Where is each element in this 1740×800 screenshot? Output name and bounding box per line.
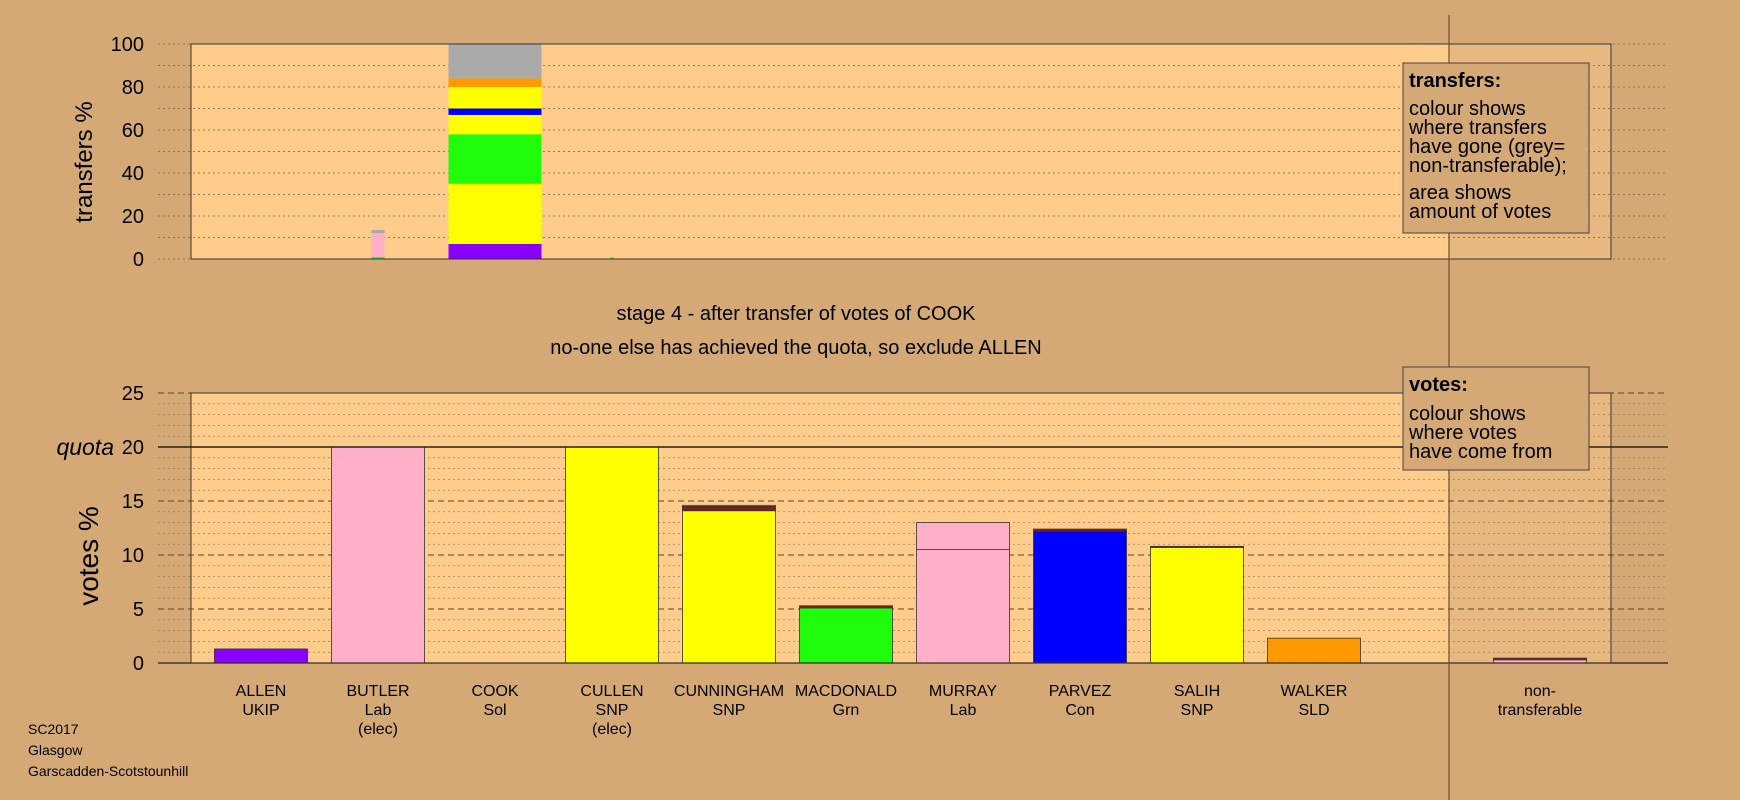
votes-plot-frame — [190, 392, 1612, 664]
votes-bars — [158, 446, 1668, 664]
candidate-label: MURRAY — [929, 683, 997, 700]
votes-bar-segment — [799, 607, 893, 664]
footer-line: Glasgow — [28, 742, 83, 758]
transfers-legend-heading: transfers: — [1409, 70, 1501, 92]
transfers-legend-line: have gone (grey= — [1409, 136, 1565, 158]
transfers-bars — [371, 44, 614, 259]
transfers-bar-segment — [448, 243, 542, 259]
transfers-bar-segment — [448, 108, 542, 115]
votes-legend-line: have come from — [1409, 441, 1552, 463]
candidate-label: PARVEZ — [1049, 683, 1112, 700]
transfers-y-tick-label: 20 — [122, 206, 144, 228]
nontransferable-label-line-2: transferable — [1498, 702, 1583, 719]
votes-y-tick-label: 25 — [122, 383, 144, 405]
transfers-bar-segment — [448, 134, 542, 184]
votes-y-tick-label: 0 — [133, 653, 144, 675]
transfers-legend-line: colour shows — [1409, 98, 1526, 120]
candidate-label: (elec) — [592, 721, 632, 738]
transfers-y-tick-label: 80 — [122, 77, 144, 99]
nontransferable-label-line-1: non- — [1524, 683, 1556, 700]
candidate-label: SLD — [1298, 702, 1329, 719]
candidate-label: SNP — [1181, 702, 1214, 719]
transfers-bar-segment — [448, 78, 542, 87]
transfers-y-tick-label: 40 — [122, 163, 144, 185]
transfers-y-ticks: 0 20 40 60 80 100 — [111, 34, 144, 271]
candidate-label: Grn — [833, 702, 860, 719]
votes-bar-segment — [916, 522, 1010, 550]
quota-label: quota — [56, 434, 114, 460]
transfers-bar-segment — [448, 114, 542, 135]
transfers-y-tick-label: 0 — [133, 249, 144, 271]
votes-y-ticks: 0 5 10 15 20 25 — [122, 383, 144, 675]
footer-line: Garscadden-Scotstounhill — [28, 763, 188, 779]
transfers-y-tick-label: 100 — [111, 34, 144, 56]
votes-bar-segment — [1493, 657, 1587, 661]
candidate-label: ALLEN — [236, 683, 287, 700]
candidate-label: Sol — [483, 702, 506, 719]
stage-subtitle: no-one else has achieved the quota, so e… — [550, 337, 1041, 359]
transfers-bar-segment — [448, 183, 542, 244]
votes-bar-segment — [1150, 545, 1244, 548]
stage-title: stage 4 - after transfer of votes of COO… — [616, 303, 976, 325]
transfers-y-tick-label: 60 — [122, 120, 144, 142]
candidate-label: SALIH — [1174, 683, 1220, 700]
votes-y-tick-label: 10 — [122, 545, 144, 567]
candidate-label: Lab — [365, 702, 392, 719]
transfers-legend-line: where transfers — [1408, 117, 1547, 139]
transfers-bar-segment — [371, 256, 385, 259]
votes-bar-segment — [682, 504, 776, 507]
votes-legend: votes: colour shows where votes have com… — [1402, 366, 1590, 471]
footer-line: SC2017 — [28, 721, 79, 737]
candidate-label: Con — [1065, 702, 1094, 719]
transfers-bar-segment — [610, 257, 614, 259]
votes-panel: 0 5 10 15 20 25 quota votes % ALLEN UKIP BUTLER… — [56, 383, 1668, 738]
votes-legend-line: colour shows — [1409, 403, 1526, 425]
transfers-plot-frame — [190, 43, 1612, 260]
candidate-label: WALKER — [1281, 683, 1348, 700]
transfers-bar-segment — [448, 44, 542, 79]
votes-bar-segment — [682, 505, 776, 512]
votes-bar-segment — [682, 510, 776, 664]
candidate-label: Lab — [950, 702, 977, 719]
votes-bar-segment — [565, 446, 659, 664]
votes-bar-segment — [331, 446, 425, 664]
votes-bar-segment — [799, 605, 893, 609]
votes-bar-segment — [916, 549, 1010, 664]
candidate-label: MACDONALD — [795, 683, 897, 700]
transfers-bar-segment — [448, 87, 542, 109]
candidate-label: CULLEN — [580, 683, 643, 700]
votes-legend-heading: votes: — [1409, 374, 1468, 396]
transfers-panel: 0 20 40 60 80 100 transfers % — [71, 34, 1668, 271]
transfers-legend-box — [1402, 62, 1590, 234]
votes-y-tick-label: 5 — [133, 599, 144, 621]
votes-bar-segment — [1033, 530, 1127, 664]
transfers-legend-line: amount of votes — [1409, 201, 1551, 223]
votes-y-tick-label: 20 — [122, 437, 144, 459]
candidate-labels: ALLEN UKIP BUTLER Lab (elec) COOK Sol CULLEN SNP… — [236, 683, 1348, 738]
votes-y-tick-label: 15 — [122, 491, 144, 513]
votes-bar-segment — [1267, 637, 1361, 664]
transfers-bar-segment — [371, 233, 385, 257]
transfers-grid — [158, 43, 1668, 260]
votes-plot-area — [191, 393, 1611, 663]
transfers-y-axis-label: transfers % — [71, 101, 98, 222]
transfers-bar-segment — [371, 229, 385, 234]
candidate-label: SNP — [713, 702, 746, 719]
transfers-legend: transfers: colour shows where transfers … — [1402, 62, 1590, 234]
candidate-label: UKIP — [242, 702, 279, 719]
transfers-legend-line: area shows — [1409, 182, 1511, 204]
votes-bar-segment — [214, 648, 308, 664]
votes-bar-segment — [1033, 528, 1127, 532]
votes-y-axis-label: votes % — [73, 506, 104, 606]
votes-bar-segment — [1150, 547, 1244, 664]
transfers-legend-line: non-transferable); — [1409, 155, 1567, 177]
votes-legend-line: where votes — [1408, 422, 1517, 444]
candidate-label: CUNNINGHAM — [674, 683, 784, 700]
candidate-label: SNP — [596, 702, 629, 719]
candidate-label: COOK — [471, 683, 518, 700]
votes-legend-box — [1402, 366, 1590, 471]
candidate-label: BUTLER — [346, 683, 409, 700]
candidate-label: (elec) — [358, 721, 398, 738]
